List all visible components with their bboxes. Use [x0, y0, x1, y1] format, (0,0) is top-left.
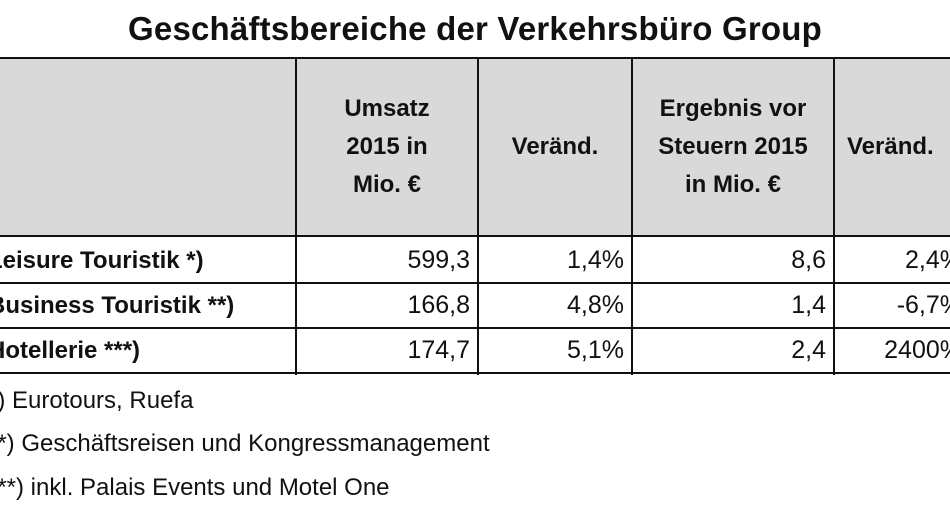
column-divider [833, 57, 835, 375]
row-label: Business Touristik **) [0, 292, 235, 319]
table-row: Hotellerie ***) 174,7 5,1% 2,4 2400% [0, 329, 950, 374]
table-row: Leisure Touristik *) 599,3 1,4% 8,6 2,4% [0, 239, 950, 284]
header-ergebnis: Ergebnis vor Steuern 2015 in Mio. € [658, 95, 808, 198]
footnote: **) Geschäftsreisen und Kongressmanageme… [0, 430, 490, 457]
footnote: *) Eurotours, Ruefa [0, 387, 194, 414]
ergebnis-change-value: 2400% [884, 336, 950, 364]
table-header: Umsatz 2015 in Mio. € Veränd. Ergebnis v… [0, 57, 950, 237]
column-divider [477, 57, 479, 375]
header-ergebnis-change: Veränd. [847, 133, 934, 160]
ergebnis-value: 2,4 [791, 336, 826, 364]
umsatz-change-value: 5,1% [567, 336, 624, 364]
umsatz-change-value: 4,8% [567, 291, 624, 319]
row-label: Leisure Touristik *) [0, 247, 204, 274]
ergebnis-value: 1,4 [791, 291, 826, 319]
umsatz-value: 166,8 [407, 291, 470, 319]
ergebnis-change-value: -6,7% [896, 291, 950, 319]
ergebnis-change-value: 2,4% [905, 246, 950, 274]
umsatz-value: 174,7 [407, 336, 470, 364]
table-title: Geschäftsbereiche der Verkehrsbüro Group [128, 10, 822, 47]
ergebnis-value: 8,6 [791, 246, 826, 274]
umsatz-value: 599,3 [407, 246, 470, 274]
column-divider [295, 57, 297, 375]
header-umsatz-change: Veränd. [511, 133, 599, 160]
table-row: Business Touristik **) 166,8 4,8% 1,4 -6… [0, 284, 950, 329]
row-label: Hotellerie ***) [0, 337, 141, 364]
footnote: ***) inkl. Palais Events und Motel One [0, 474, 390, 501]
header-umsatz: Umsatz 2015 in Mio. € [344, 95, 430, 198]
column-divider [631, 57, 633, 375]
umsatz-change-value: 1,4% [567, 246, 624, 274]
